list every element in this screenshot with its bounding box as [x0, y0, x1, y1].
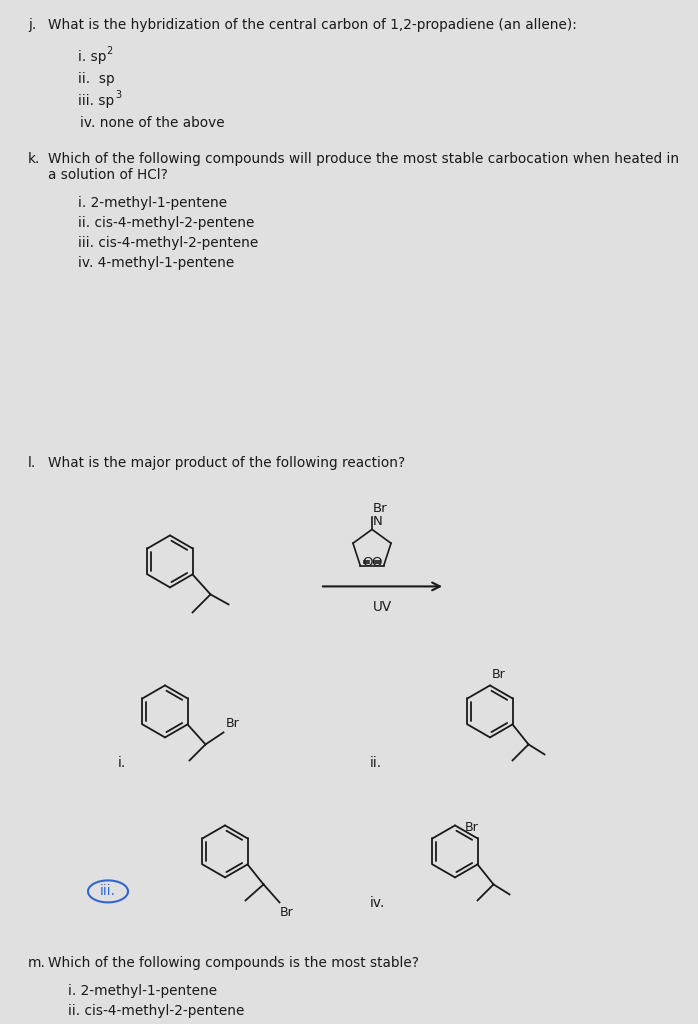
- Text: Br: Br: [492, 669, 506, 681]
- Text: What is the major product of the following reaction?: What is the major product of the followi…: [48, 457, 406, 470]
- Text: ii.  sp: ii. sp: [78, 72, 114, 86]
- Text: iv. 4-methyl-1-pentene: iv. 4-methyl-1-pentene: [78, 256, 235, 270]
- Text: Br: Br: [465, 821, 478, 835]
- Text: ii. cis-4-methyl-2-pentene: ii. cis-4-methyl-2-pentene: [68, 1005, 244, 1019]
- Text: 3: 3: [115, 90, 121, 100]
- Text: i.: i.: [118, 757, 126, 770]
- Text: Br: Br: [373, 503, 387, 515]
- Text: Br: Br: [225, 718, 239, 730]
- Text: i. sp: i. sp: [78, 50, 106, 63]
- Text: What is the hybridization of the central carbon of 1,2-propadiene (an allene):: What is the hybridization of the central…: [48, 18, 577, 32]
- Text: Which of the following compounds will produce the most stable carbocation when h: Which of the following compounds will pr…: [48, 152, 679, 166]
- Text: N: N: [373, 515, 383, 528]
- Text: iv.: iv.: [370, 896, 385, 910]
- Text: Which of the following compounds is the most stable?: Which of the following compounds is the …: [48, 956, 419, 971]
- Text: iii. sp: iii. sp: [78, 94, 114, 108]
- Text: O: O: [371, 556, 382, 569]
- Text: i. 2-methyl-1-pentene: i. 2-methyl-1-pentene: [68, 984, 217, 998]
- Text: O: O: [362, 556, 373, 569]
- Text: iv. none of the above: iv. none of the above: [80, 116, 225, 130]
- Text: 2: 2: [106, 46, 112, 56]
- Text: k.: k.: [28, 152, 40, 166]
- Text: Br: Br: [279, 906, 293, 920]
- Text: i. 2-methyl-1-pentene: i. 2-methyl-1-pentene: [78, 196, 227, 210]
- Text: l.: l.: [28, 457, 36, 470]
- Text: m.: m.: [28, 956, 46, 971]
- Text: iii.: iii.: [100, 885, 116, 898]
- Text: ii. cis-4-methyl-2-pentene: ii. cis-4-methyl-2-pentene: [78, 216, 254, 230]
- Text: j.: j.: [28, 18, 36, 32]
- Text: a solution of HCl?: a solution of HCl?: [48, 168, 168, 182]
- Text: ii.: ii.: [370, 757, 382, 770]
- Text: iii. cis-4-methyl-2-pentene: iii. cis-4-methyl-2-pentene: [78, 236, 258, 250]
- Text: UV: UV: [372, 600, 392, 614]
